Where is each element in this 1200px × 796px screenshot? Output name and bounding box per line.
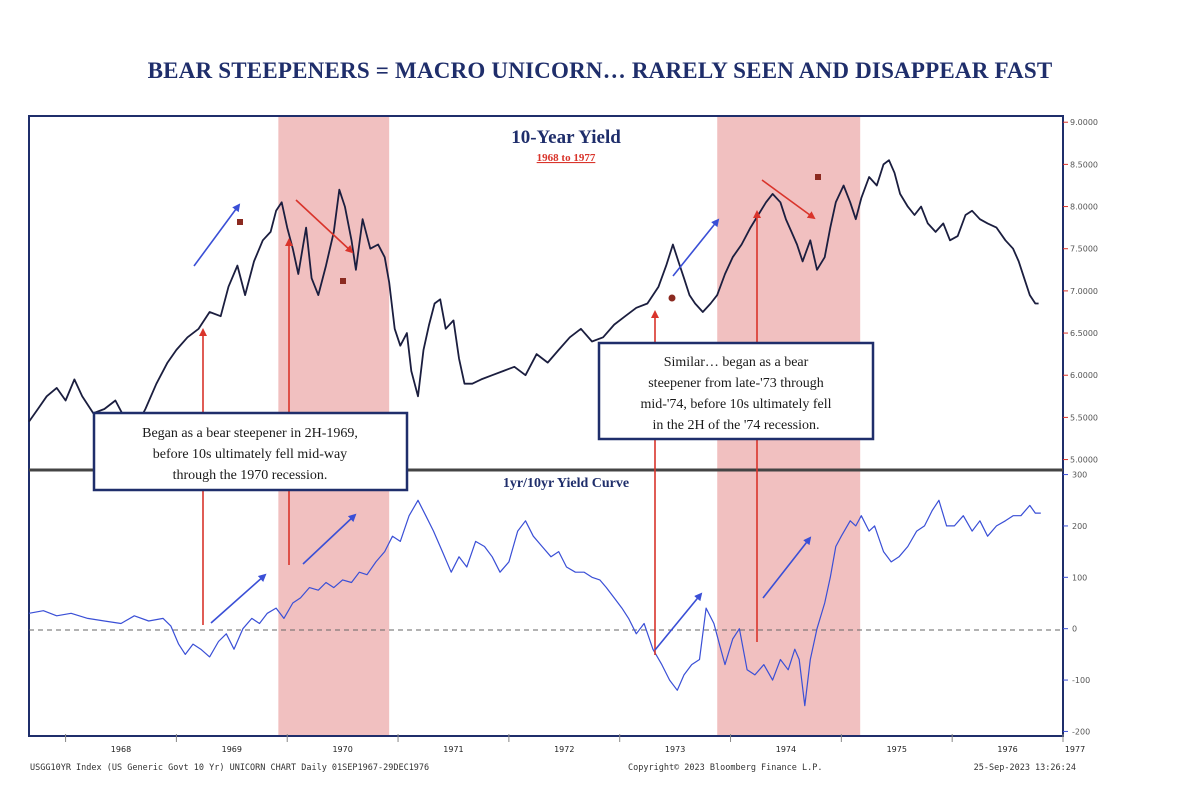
event-markers: [237, 174, 821, 302]
x-tick-label: 1968: [111, 745, 131, 754]
x-tick-label: 1973: [665, 745, 685, 754]
red-arrow: [295, 199, 354, 254]
y-tick-label: 100: [1072, 573, 1087, 582]
blue-arrow: [302, 513, 357, 565]
callout-line: mid-'74, before 10s ultimately fell: [640, 397, 831, 412]
top-chart-title: 10-Year Yield: [511, 127, 621, 148]
page-title: BEAR STEEPENERS = MACRO UNICORN… RARELY …: [147, 58, 1053, 83]
y-tick-label: 8.0000: [1070, 203, 1098, 212]
callout-box: [92, 411, 409, 492]
callout-right: Similar… began as a bear steepener from …: [597, 341, 875, 441]
blue-arrow: [210, 573, 267, 624]
y-axis-bottom-ticks: -200 -100 0 100 200 300: [1063, 471, 1090, 736]
curve-line: [28, 499, 1041, 707]
red-arrow: [761, 179, 816, 220]
callout-box: [597, 341, 875, 441]
top-chart-subtitle: 1968 to 1977: [537, 152, 596, 164]
x-tick-label: 1976: [997, 745, 1017, 754]
y-tick-label: -200: [1072, 727, 1090, 736]
callout-line: Similar… began as a bear: [664, 355, 809, 370]
event-marker: [237, 219, 243, 225]
curve-series-path: [28, 499, 1041, 707]
y-tick-label: 6.0000: [1070, 371, 1098, 380]
callout-line: through the 1970 recession.: [173, 468, 328, 483]
callout-line: Began as a bear steepener in 2H-1969,: [142, 426, 358, 441]
y-tick-label: 200: [1072, 522, 1087, 531]
x-tick-label: 1977: [1065, 745, 1085, 754]
blue-arrow: [654, 592, 703, 651]
x-tick-label: 1971: [443, 745, 463, 754]
y-tick-label: 0: [1072, 625, 1077, 634]
x-tick-label: 1974: [776, 745, 796, 754]
y-tick-label: 9.0000: [1070, 118, 1098, 127]
callout-left: Began as a bear steepener in 2H-1969, be…: [92, 411, 409, 492]
y-tick-label: 5.0000: [1070, 456, 1098, 465]
x-axis-ticks: 1968 1969 1970 1971 1972 1973 1974 1975 1976 1977: [65, 734, 1085, 754]
callout-line: in the 2H of the '74 recession.: [653, 418, 820, 433]
footer-left: USGG10YR Index (US Generic Govt 10 Yr) U…: [30, 763, 429, 773]
callout-line: steepener from late-'73 through: [648, 376, 824, 391]
y-tick-label: -100: [1072, 676, 1090, 685]
footer-center: Copyright© 2023 Bloomberg Finance L.P.: [628, 763, 822, 773]
callout-line: before 10s ultimately fell mid-way: [153, 447, 347, 462]
yield-series-path: [28, 159, 1039, 431]
y-tick-label: 5.5000: [1070, 413, 1098, 422]
bottom-chart-title: 1yr/10yr Yield Curve: [503, 476, 629, 491]
y-tick-label: 7.5000: [1070, 245, 1098, 254]
x-tick-label: 1970: [332, 745, 352, 754]
x-tick-label: 1975: [887, 745, 907, 754]
y-axis-top-ticks: 5.0000 5.5000 6.0000 6.5000 7.0000 7.5000 8.00…: [1063, 118, 1098, 465]
x-tick-label: 1969: [222, 745, 242, 754]
y-tick-label: 6.5000: [1070, 329, 1098, 338]
blue-arrow: [193, 203, 241, 267]
blue-arrow: [762, 536, 812, 599]
blue-arrow: [672, 218, 720, 277]
y-tick-label: 8.5000: [1070, 160, 1098, 169]
event-marker: [340, 278, 346, 284]
event-marker: [668, 294, 676, 302]
x-tick-label: 1972: [554, 745, 574, 754]
y-tick-label: 300: [1072, 471, 1087, 480]
event-marker: [815, 174, 821, 180]
y-tick-label: 7.0000: [1070, 287, 1098, 296]
footer-right: 25-Sep-2023 13:26:24: [974, 763, 1076, 773]
yield-line: [28, 159, 1039, 431]
